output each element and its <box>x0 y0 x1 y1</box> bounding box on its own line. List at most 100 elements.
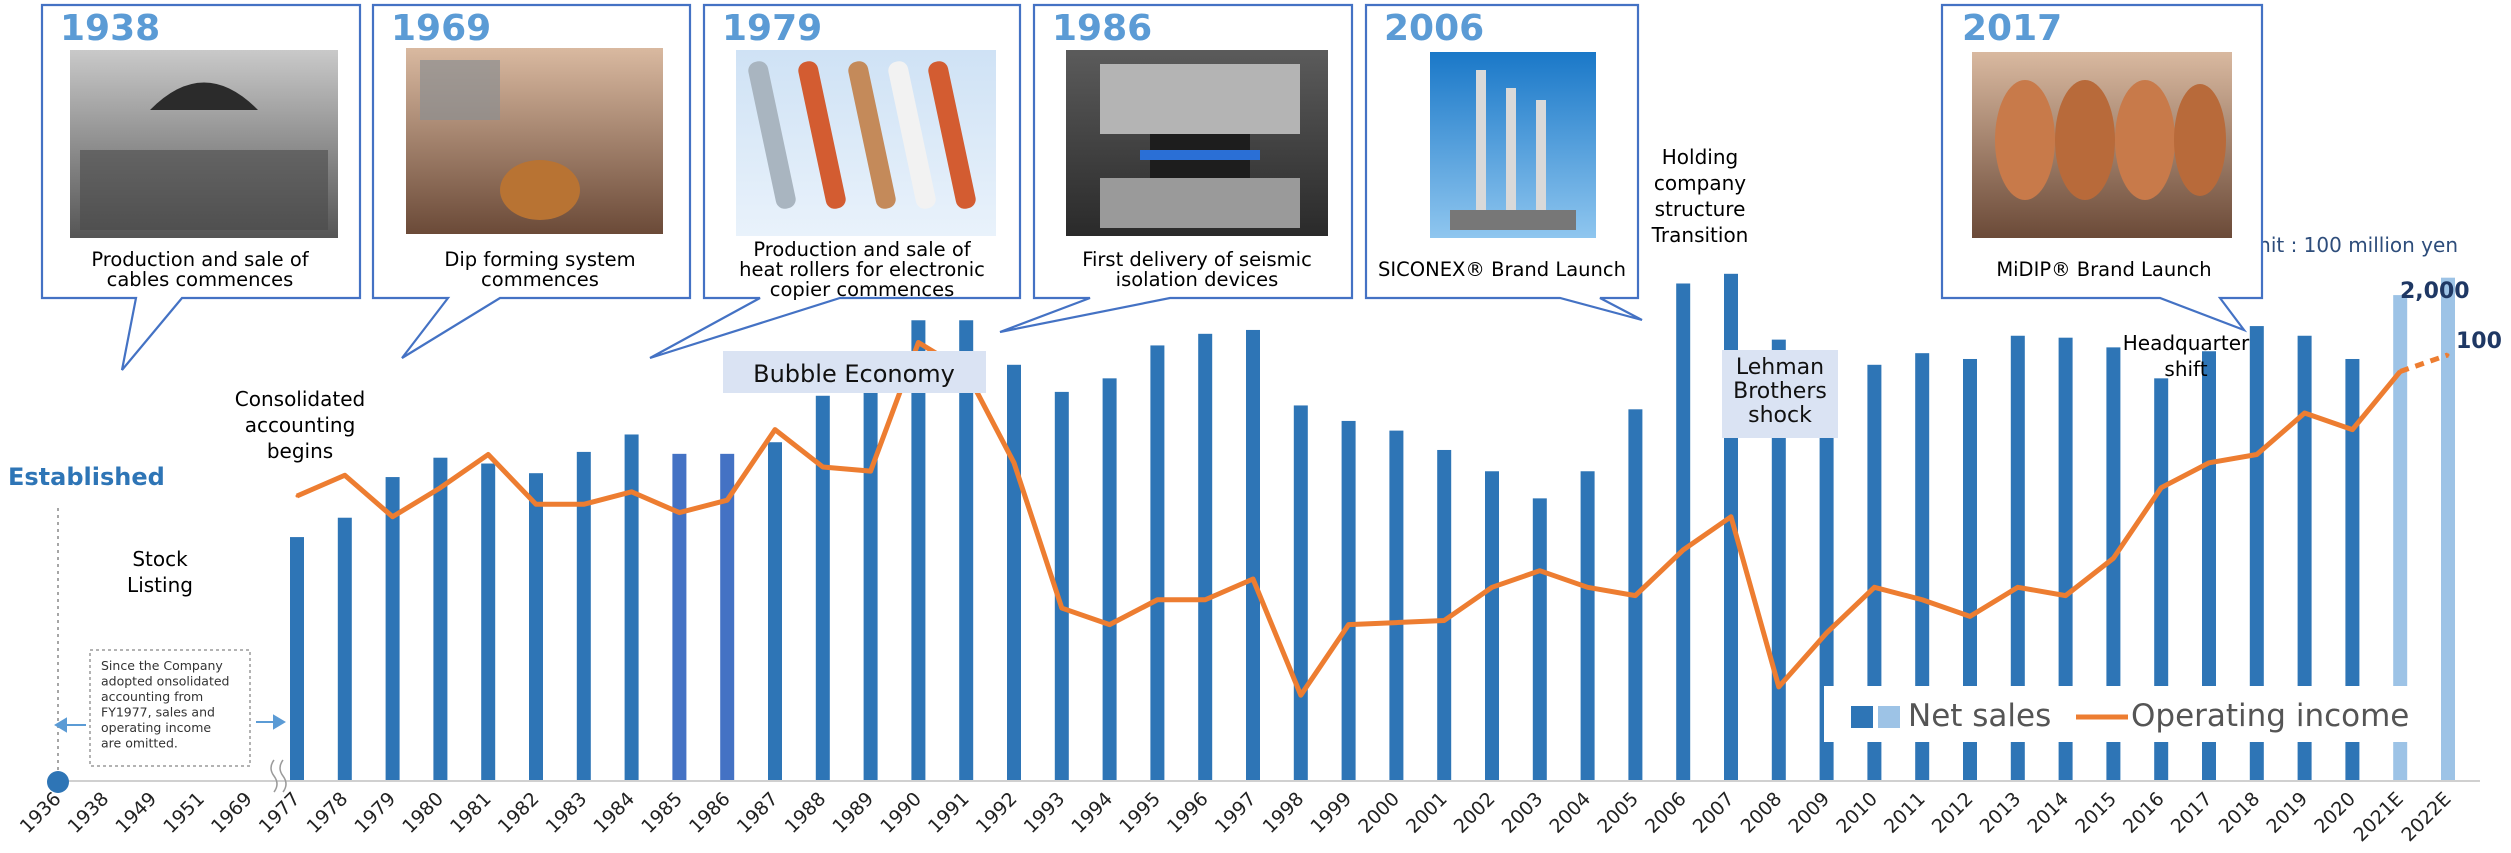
x-tick-1979: 1979 <box>350 788 400 838</box>
x-tick-2011: 2011 <box>1880 788 1930 838</box>
operating-income-point-1985 <box>677 511 681 515</box>
net-sales-bar-2014 <box>2058 337 2073 781</box>
operating-income-line-layer <box>295 339 2450 698</box>
operating-income-point-2002 <box>1490 585 1494 589</box>
callout-text: MiDIP® Brand Launch <box>1996 258 2211 281</box>
x-tick-1991: 1991 <box>924 788 974 838</box>
operating-income-point-2004 <box>1586 585 1590 589</box>
net-sales-bar-2022E <box>2441 277 2455 781</box>
operating-income-point-1980 <box>438 486 442 490</box>
net-sales-bar-1984 <box>624 434 639 781</box>
operating-income-point-1983 <box>582 502 586 506</box>
net-sales-bar-1983 <box>576 451 591 781</box>
net-sales-bar-2006 <box>1676 283 1691 781</box>
callout-text: Production and sale of cables commences <box>91 248 309 291</box>
stock-listing-label: Stock Listing <box>127 547 193 597</box>
bubble-economy-box <box>723 351 986 393</box>
net-sales-bar-2013 <box>2010 335 2025 781</box>
callout-1969: 1969 Dip forming system commences <box>371 3 692 359</box>
history-callouts: 1938 Production and sale of cables commen… <box>40 3 2264 371</box>
callout-2017: 2017 MiDIP® Brand Launch <box>1940 3 2264 333</box>
net-sales-bar-2010 <box>1867 364 1882 781</box>
x-tick-2005: 2005 <box>1593 788 1643 838</box>
operating-income-point-1977 <box>295 494 299 498</box>
x-tick-1998: 1998 <box>1259 788 1309 838</box>
operating-income-point-1979 <box>391 515 395 519</box>
x-tick-2003: 2003 <box>1498 788 1548 838</box>
net-sales-bar-1992 <box>1007 364 1021 781</box>
net-sales-bar-1986 <box>720 453 735 781</box>
operating-income-forecast-line <box>2399 352 2449 374</box>
callout-text: Production and sale of heat rollers for e… <box>739 238 985 301</box>
operating-income-point-1984 <box>630 490 634 494</box>
x-tick-2015: 2015 <box>2071 788 2121 838</box>
net-sales-bar-1989 <box>863 384 878 781</box>
net-sales-bar-2015 <box>2106 347 2121 781</box>
net-sales-bar-1995 <box>1150 345 1165 781</box>
operating-income-point-1995 <box>1155 598 1159 602</box>
operating-income-point-1990 <box>916 340 920 344</box>
sales-value-label-2000: 2,000 <box>2400 279 2470 304</box>
x-tick-1969: 1969 <box>207 788 257 838</box>
x-tick-1996: 1996 <box>1163 788 1213 838</box>
operating-income-point-2013 <box>2016 585 2020 589</box>
chart-legend: Net sales Operating income <box>1824 686 2414 742</box>
x-tick-1997: 1997 <box>1211 788 1261 838</box>
operating-income-point-2006 <box>1681 548 1685 552</box>
operating-income-point-1988 <box>821 465 825 469</box>
established-label: Established <box>8 463 165 491</box>
net-sales-bar-2019 <box>2297 335 2312 781</box>
lehman-shock-box <box>1722 350 1838 438</box>
x-tick-1981: 1981 <box>446 788 496 838</box>
net-sales-bar-1991 <box>959 320 974 781</box>
net-sales-bar-2003 <box>1532 498 1547 781</box>
factory-group-photo <box>70 50 338 238</box>
net-sales-bar-1979 <box>385 477 400 781</box>
net-sales-bar-2002 <box>1485 471 1499 781</box>
siconex-insulators-photo <box>1430 52 1596 238</box>
operating-income-point-2000 <box>1394 621 1398 625</box>
net-sales-bar-2011 <box>1915 353 1930 781</box>
bubble-economy-label: Bubble Economy <box>753 360 955 388</box>
x-tick-2017: 2017 <box>2167 788 2217 838</box>
heat-rollers-photo <box>736 50 996 236</box>
net-sales-bar-1985 <box>672 453 687 781</box>
x-tick-2012: 2012 <box>1928 788 1978 838</box>
operating-income-point-1997 <box>1251 577 1255 581</box>
net-sales-bar-1999 <box>1341 420 1356 781</box>
x-tick-1999: 1999 <box>1306 788 1356 838</box>
x-tick-2013: 2013 <box>1976 788 2026 838</box>
x-tick-1987: 1987 <box>733 788 783 838</box>
callout-year: 1938 <box>60 8 160 49</box>
callout-text: Dip forming system commences <box>444 248 635 291</box>
callout-text: First delivery of seismic isolation devic… <box>1082 248 1312 291</box>
range-arrow-icon <box>54 714 286 733</box>
x-tick-2006: 2006 <box>1641 788 1691 838</box>
callout-year: 2017 <box>1962 8 2062 49</box>
operating-income-point-1978 <box>343 473 347 477</box>
legend-net-sales-label: Net sales <box>1908 698 2051 734</box>
x-tick-2009: 2009 <box>1784 788 1834 838</box>
x-tick-2004: 2004 <box>1545 788 1595 838</box>
operating-income-point-2020 <box>2350 428 2354 432</box>
net-sales-bar-1994 <box>1102 378 1117 781</box>
net-sales-bar-2018 <box>2249 326 2264 781</box>
x-tick-2001: 2001 <box>1402 788 1452 838</box>
operating-income-point-2012 <box>1968 614 1972 618</box>
x-axis-tick-labels: 1936193819491951196919771978197919801981… <box>16 788 2456 846</box>
net-sales-bar-2017 <box>2202 351 2216 781</box>
net-sales-bar-2000 <box>1389 430 1404 781</box>
x-tick-1984: 1984 <box>589 788 639 838</box>
callout-1986: 1986 First delivery of seismic isolation … <box>999 3 1354 334</box>
operating-income-point-2001 <box>1442 619 1446 622</box>
x-tick-1986: 1986 <box>685 788 735 838</box>
net-sales-bar-1997 <box>1246 329 1260 781</box>
callout-1938: 1938 Production and sale of cables commen… <box>40 3 362 371</box>
x-tick-1938: 1938 <box>64 788 114 838</box>
net-sales-bar-1996 <box>1198 333 1213 781</box>
legend-operating-income-label: Operating income <box>2131 698 2409 734</box>
x-tick-2019: 2019 <box>2262 788 2312 838</box>
net-sales-bar-2004 <box>1580 471 1595 781</box>
callout-year: 2006 <box>1384 8 1484 49</box>
